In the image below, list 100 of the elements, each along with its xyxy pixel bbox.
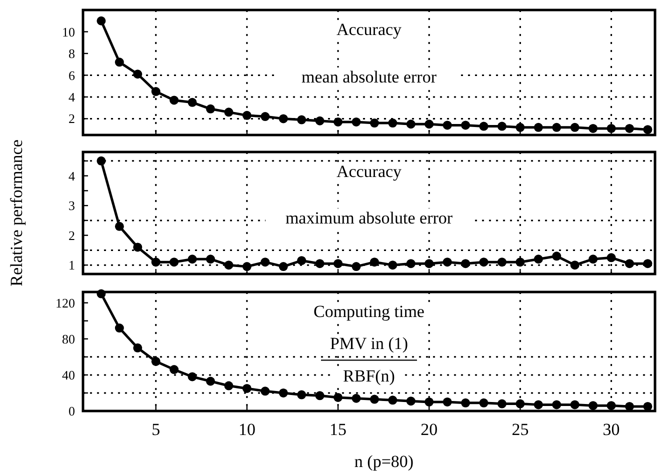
point (242, 384, 252, 393)
point (388, 396, 398, 405)
point (479, 258, 488, 267)
y-tick-label: 0 (68, 404, 75, 419)
x-tick-label: 25 (512, 420, 529, 439)
point (516, 122, 525, 132)
point (334, 392, 343, 402)
y-tick-label: 120 (56, 295, 75, 310)
point (497, 399, 506, 408)
point (114, 58, 124, 67)
point (570, 122, 580, 132)
point (315, 259, 324, 268)
annotation: RBF(n) (343, 366, 395, 386)
point (352, 394, 361, 403)
point (188, 254, 197, 264)
point (334, 117, 343, 126)
y-tick-label: 4 (68, 90, 76, 105)
point (624, 259, 634, 268)
y-tick-label: 80 (62, 331, 75, 346)
point (224, 260, 234, 270)
point (206, 104, 216, 114)
point (588, 254, 598, 264)
point (260, 258, 270, 267)
point (334, 259, 343, 268)
point (643, 402, 652, 411)
point (260, 112, 270, 122)
point (297, 256, 306, 266)
point (424, 259, 434, 268)
point (552, 122, 562, 132)
point (370, 258, 379, 267)
point (624, 402, 634, 411)
point (188, 98, 197, 107)
point (206, 254, 216, 264)
point (497, 258, 506, 267)
point (424, 397, 434, 406)
y-tick-label: 10 (62, 24, 75, 40)
point (315, 116, 324, 126)
point (96, 16, 106, 26)
point (352, 262, 361, 272)
point (170, 96, 179, 105)
point (133, 70, 142, 79)
point (133, 242, 142, 252)
point (242, 110, 252, 120)
point (534, 254, 543, 264)
point (552, 400, 562, 410)
point (588, 124, 598, 133)
point (352, 117, 361, 126)
point (606, 253, 616, 262)
point (479, 398, 488, 408)
point (570, 260, 580, 270)
point (424, 120, 434, 129)
point (297, 115, 306, 124)
point (133, 343, 142, 352)
point (151, 356, 160, 366)
point (114, 324, 124, 333)
point (406, 396, 416, 406)
point (606, 124, 616, 133)
y-tick-label: 1 (68, 258, 75, 273)
x-tick-label: 30 (602, 420, 620, 439)
point (534, 122, 543, 132)
point (516, 399, 525, 408)
point (370, 394, 379, 404)
point (588, 401, 598, 410)
y-tick-label: 2 (68, 111, 75, 126)
point (442, 120, 452, 130)
annotation: Computing time (314, 302, 424, 321)
x-tick-label: 15 (330, 420, 347, 439)
point (461, 398, 470, 408)
y-axis-title: Relative performance (7, 140, 26, 286)
point (461, 120, 470, 130)
y-tick-label: 3 (68, 198, 75, 214)
annotation: maximum absolute error (285, 208, 453, 228)
x-tick-label: 5 (152, 420, 160, 439)
y-tick-label: 6 (68, 68, 76, 83)
point (442, 397, 452, 406)
annotation: Accuracy (336, 162, 402, 181)
x-axis-title: n (p=80) (354, 452, 414, 471)
x-tick-label: 10 (238, 420, 256, 439)
point (260, 386, 270, 396)
point (188, 372, 197, 382)
point (497, 122, 506, 131)
point (406, 259, 416, 268)
y-tick-label: 8 (68, 46, 75, 62)
point (278, 114, 288, 124)
annotation: Accuracy (336, 20, 402, 39)
point (151, 258, 160, 267)
point (170, 365, 179, 374)
point (643, 259, 652, 268)
point (479, 122, 488, 131)
point (570, 400, 580, 410)
point (170, 258, 179, 267)
annotation: mean absolute error (302, 68, 437, 86)
point (461, 259, 470, 268)
point (151, 87, 160, 96)
point (114, 222, 124, 231)
point (406, 120, 416, 129)
point (224, 381, 234, 390)
point (242, 262, 252, 272)
point (278, 262, 288, 272)
y-tick-label: 2 (68, 228, 75, 243)
